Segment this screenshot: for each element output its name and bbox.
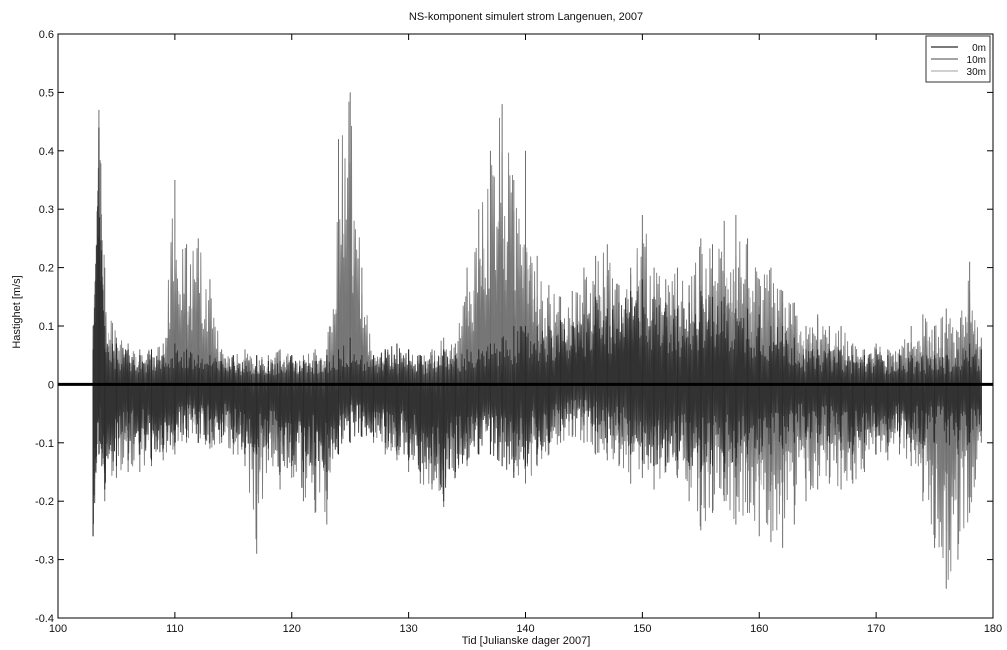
x-tick-label: 180 xyxy=(984,623,1002,635)
y-tick-label: 0.1 xyxy=(39,321,54,333)
x-tick-label: 130 xyxy=(399,623,417,635)
legend-label-30m: 30m xyxy=(967,67,986,78)
series-trace-0m xyxy=(92,182,982,525)
legend-label-0m: 0m xyxy=(972,43,986,54)
y-tick-label: -0.4 xyxy=(35,613,54,625)
x-tick-label: 120 xyxy=(283,623,301,635)
y-tick-label: -0.2 xyxy=(35,496,54,508)
x-tick-label: 140 xyxy=(516,623,534,635)
x-tick-label: 110 xyxy=(166,623,184,635)
x-axis-label: Tid [Julianske dager 2007] xyxy=(462,635,591,647)
y-tick-label: 0.3 xyxy=(39,204,54,216)
y-tick-label: -0.3 xyxy=(35,555,54,567)
series-layer xyxy=(92,92,982,589)
y-tick-label: 0.6 xyxy=(39,29,54,41)
x-tick-label: 170 xyxy=(867,623,885,635)
x-tick-label: 100 xyxy=(49,623,67,635)
y-axis-label: Hastighet [m/s] xyxy=(11,275,23,348)
axes-layer: 100 110 120 130 140 150 160 170 180 -0.4 -0.3 -0.2 -… xyxy=(35,29,1002,635)
x-tick-label: 160 xyxy=(750,623,768,635)
y-tick-label: 0 xyxy=(48,379,54,391)
y-tick-label: 0.2 xyxy=(39,263,54,275)
y-tick-label: 0.5 xyxy=(39,87,54,99)
y-tick-label: -0.1 xyxy=(35,438,54,450)
chart-title: NS-komponent simulert strom Langenuen, 2… xyxy=(409,11,643,23)
y-tick-label: 0.4 xyxy=(39,146,54,158)
x-tick-label: 150 xyxy=(633,623,651,635)
legend-label-10m: 10m xyxy=(967,55,986,66)
